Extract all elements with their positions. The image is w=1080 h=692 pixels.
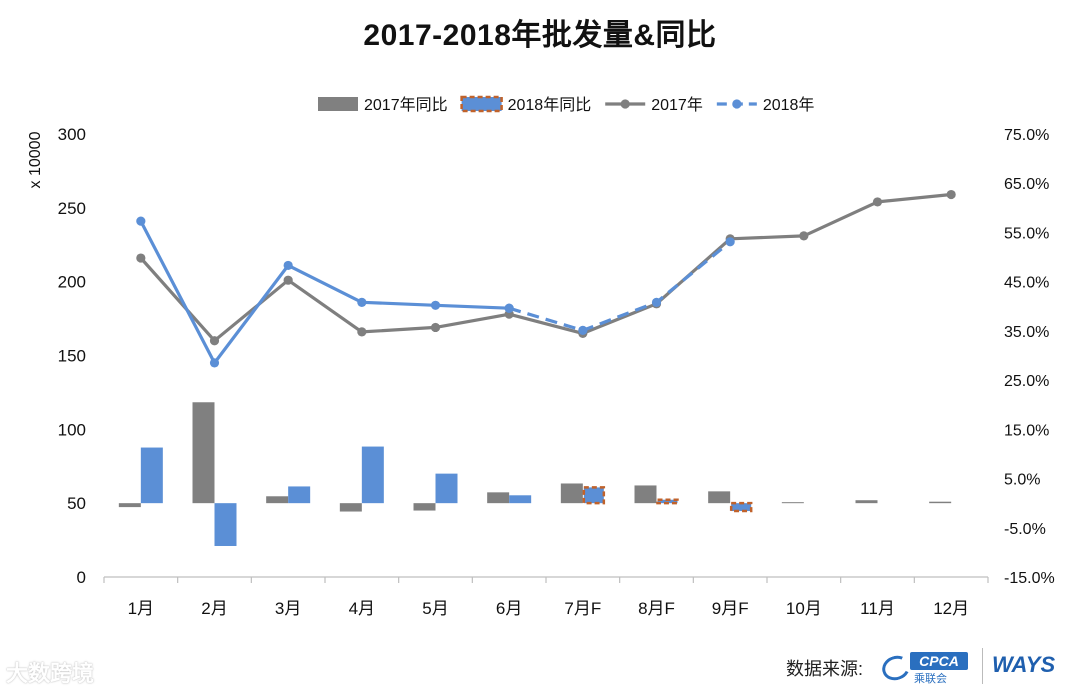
cpca-logo: CPCA 乘联会 xyxy=(878,650,972,685)
point-2018 xyxy=(136,216,146,226)
point-2017 xyxy=(357,327,367,337)
left-tick-label: 250 xyxy=(58,199,86,218)
legend-marker-bar-dashed xyxy=(460,95,503,113)
right-tick-label: 75.0% xyxy=(1004,127,1049,144)
bar-2018-yoy-forecast xyxy=(582,486,606,505)
right-tick-label: 65.0% xyxy=(1004,176,1049,193)
bar-2017-yoy xyxy=(339,503,362,512)
point-2018 xyxy=(504,303,514,313)
bar-2017-yoy xyxy=(634,485,657,504)
point-2017 xyxy=(799,231,809,241)
point-2018 xyxy=(209,358,220,368)
point-2017 xyxy=(872,197,883,207)
ways-logo: WAYS xyxy=(992,652,1056,677)
cpca-logo-sub: 乘联会 xyxy=(914,673,947,685)
bar-2018-yoy xyxy=(509,495,532,504)
right-tick-label: 55.0% xyxy=(1004,225,1049,242)
line-2018 xyxy=(139,220,510,365)
logo-divider xyxy=(982,648,983,684)
bar-2017-yoy xyxy=(413,503,436,511)
right-tick-label: 5.0% xyxy=(1004,472,1040,489)
bar-2017-yoy xyxy=(855,500,878,504)
x-tick-label: 6月 xyxy=(496,599,522,618)
watermark-text: 大数跨境 xyxy=(6,661,95,686)
x-tick-label: 5月 xyxy=(422,599,448,618)
x-tick-label: 8月F xyxy=(638,599,675,618)
right-tick-label: 15.0% xyxy=(1004,422,1049,439)
bar-2017-yoy xyxy=(266,496,289,504)
x-tick-label: 2月 xyxy=(201,599,227,618)
legend-marker-bar xyxy=(318,97,358,111)
point-2017 xyxy=(136,253,146,263)
x-tick-label: 9月F xyxy=(712,599,749,618)
legend-marker-dot xyxy=(620,99,630,109)
x-tick-label: 1月 xyxy=(128,599,154,618)
point-2018 xyxy=(651,297,662,307)
point-2018 xyxy=(430,300,441,310)
legend-marker-dot xyxy=(732,99,742,109)
right-tick-label: 45.0% xyxy=(1004,275,1049,292)
bar-2017-yoy xyxy=(192,402,215,504)
point-2017 xyxy=(430,322,441,333)
left-tick-label: 0 xyxy=(77,568,86,587)
right-tick-label: 25.0% xyxy=(1004,373,1049,390)
right-tick-label: -5.0% xyxy=(1004,521,1046,538)
bar-2018-yoy-forecast xyxy=(729,501,753,513)
bar-2017-yoy xyxy=(118,503,141,508)
point-2018 xyxy=(357,297,367,307)
bar-2018-yoy xyxy=(361,446,384,504)
x-tick-label: 11月 xyxy=(860,599,895,618)
bar-2017-yoy xyxy=(708,491,731,504)
chart-title: 2017-2018年批发量&同比 xyxy=(363,19,717,52)
bar-2018-yoy xyxy=(435,473,458,504)
line-2017 xyxy=(139,192,952,343)
legend-label: 2017年同比 xyxy=(364,96,448,114)
cpca-logo-text: CPCA xyxy=(910,652,968,670)
x-tick-label: 10月 xyxy=(786,599,822,618)
source-label: 数据来源: xyxy=(786,659,864,679)
bar-2017-yoy xyxy=(781,502,804,504)
right-tick-label: -15.0% xyxy=(1004,570,1055,587)
left-tick-label: 300 xyxy=(58,125,86,144)
point-2018 xyxy=(725,237,735,247)
line-2018-forecast xyxy=(508,240,732,332)
point-2018 xyxy=(283,260,293,271)
point-2017 xyxy=(946,189,956,200)
legend-label: 2018年 xyxy=(763,96,815,114)
legend-label: 2017年 xyxy=(651,96,703,114)
bar-2018-yoy xyxy=(140,447,163,504)
bar-2018-yoy xyxy=(288,486,311,504)
point-2017 xyxy=(283,275,293,285)
bar-2018-yoy xyxy=(214,503,237,546)
bar-2017-yoy xyxy=(487,492,510,504)
x-tick-label: 4月 xyxy=(349,599,375,618)
bar-2017-yoy xyxy=(560,483,583,504)
left-tick-label: 50 xyxy=(67,494,86,513)
x-tick-label: 12月 xyxy=(933,599,969,618)
bar-2017-yoy xyxy=(929,501,952,504)
left-tick-label: 150 xyxy=(58,347,86,366)
x-tick-label: 3月 xyxy=(275,599,301,618)
legend-label: 2018年同比 xyxy=(508,96,592,114)
point-2018 xyxy=(578,325,588,335)
cpca-swirl-icon xyxy=(878,651,914,685)
point-2017 xyxy=(209,336,220,346)
right-tick-label: 35.0% xyxy=(1004,324,1049,341)
bar-2018-yoy-forecast xyxy=(656,498,679,505)
left-tick-label: 100 xyxy=(58,420,86,439)
x-tick-label: 7月F xyxy=(564,599,601,618)
left-axis-label: x 10000 xyxy=(27,131,44,188)
left-tick-label: 200 xyxy=(58,273,86,292)
